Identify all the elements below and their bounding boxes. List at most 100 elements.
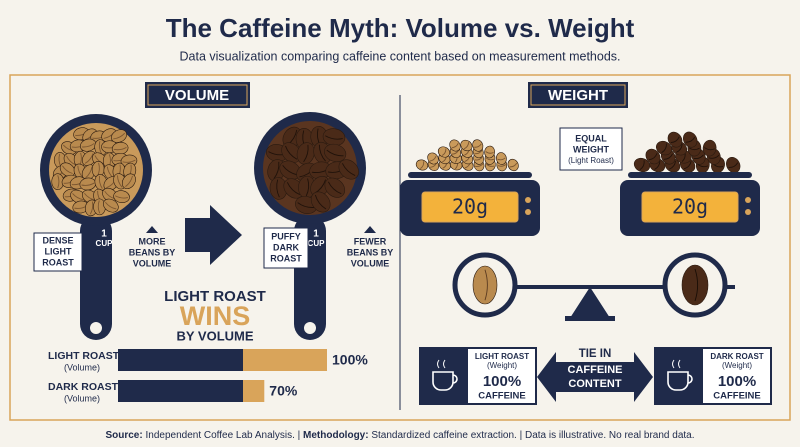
- scoop-handle: [80, 215, 112, 340]
- card-sub: (Weight): [487, 361, 517, 370]
- verdict: BY VOLUME: [176, 328, 253, 343]
- bean-crease: [474, 156, 483, 161]
- bean-body: [496, 152, 507, 165]
- bean-crease: [497, 157, 506, 161]
- verdict-emphasis: WINS: [180, 301, 251, 331]
- bean-crease: [497, 164, 507, 167]
- bean: [472, 265, 498, 305]
- bean-crease: [648, 153, 658, 161]
- bean-crease: [485, 157, 495, 161]
- bean-crease: [113, 146, 127, 151]
- bean-crease: [303, 144, 309, 163]
- footer: Source: Independent Coffee Lab Analysis.…: [105, 430, 694, 441]
- bar-base: [118, 349, 243, 371]
- steam: [437, 359, 446, 369]
- bean-crease: [676, 143, 683, 153]
- bean-crease: [663, 153, 673, 160]
- bean-crease: [84, 153, 94, 164]
- fulcrum-base: [565, 316, 615, 321]
- note-pointer: [146, 226, 158, 233]
- bean: [111, 129, 127, 143]
- bean-crease: [84, 192, 96, 201]
- bean: [338, 159, 359, 180]
- bean: [496, 152, 507, 165]
- bean-body: [633, 157, 651, 173]
- note: EQUAL: [575, 133, 607, 143]
- scale-button: [525, 197, 531, 203]
- note-pointer: [364, 226, 376, 233]
- bean-crease: [318, 144, 326, 162]
- bean: [121, 173, 136, 190]
- bean: [484, 145, 495, 159]
- bean-crease: [484, 269, 488, 301]
- bean-body: [460, 139, 473, 152]
- steam: [672, 359, 681, 369]
- bean-crease: [688, 147, 700, 151]
- beans: [415, 139, 519, 172]
- bar-base: [118, 380, 243, 402]
- bean-crease: [669, 160, 676, 170]
- bean: [415, 159, 429, 171]
- bean-crease: [654, 160, 661, 170]
- bean-crease: [125, 175, 133, 187]
- scale-reading: 20g: [672, 195, 708, 219]
- footer-text: Independent Coffee Lab Analysis. |: [145, 430, 300, 441]
- bean: [507, 158, 519, 172]
- bean: [667, 131, 683, 148]
- tie-label: CONTENT: [568, 378, 621, 390]
- bean-crease: [325, 135, 343, 140]
- bean-crease: [463, 142, 470, 150]
- scoop-unit: CUP: [96, 239, 114, 248]
- beans: [51, 127, 138, 217]
- bean-crease: [305, 178, 310, 197]
- bean-crease: [72, 193, 84, 201]
- bean-crease: [708, 155, 720, 159]
- scoop-hole: [304, 322, 316, 334]
- bean-body: [437, 146, 451, 158]
- bean-crease: [670, 136, 680, 144]
- arrow: [185, 205, 242, 265]
- note: ROAST: [42, 257, 74, 267]
- bean-crease: [341, 163, 356, 176]
- bean-crease: [474, 150, 483, 155]
- bean-crease: [486, 163, 495, 167]
- bean: [93, 198, 106, 216]
- bean-crease: [276, 179, 280, 198]
- bean: [296, 142, 315, 165]
- beans: [633, 131, 741, 174]
- note: MORE: [139, 236, 166, 246]
- bean-body: [113, 190, 130, 204]
- cup-icon: [667, 371, 693, 391]
- card-label: CAFFEINE: [713, 391, 761, 402]
- note: BEANS BY: [347, 247, 394, 257]
- bar-label: DARK ROAST: [48, 381, 119, 393]
- bean-body: [472, 265, 498, 305]
- bean: [324, 143, 347, 163]
- bean: [59, 162, 76, 177]
- note: VOLUME: [351, 258, 390, 268]
- bean-crease: [122, 159, 136, 163]
- bean-crease: [661, 143, 667, 154]
- scoop-number: 1: [101, 229, 107, 240]
- bean: [427, 152, 439, 165]
- note: WEIGHT: [573, 144, 609, 154]
- bean: [656, 140, 672, 156]
- banner-border: [147, 84, 248, 106]
- bean: [702, 139, 717, 157]
- card-value: 100%: [718, 373, 756, 390]
- scale-button: [745, 197, 751, 203]
- bean-crease: [98, 141, 103, 155]
- section-heading: VOLUME: [165, 87, 229, 104]
- bean-crease: [117, 175, 123, 188]
- bean-crease: [114, 195, 128, 199]
- bean-crease: [509, 162, 518, 168]
- bean-crease: [62, 165, 73, 174]
- frame: [9, 74, 791, 421]
- bean-crease: [728, 162, 739, 168]
- card-icon-bg: [655, 348, 703, 404]
- cup-icon: [432, 371, 458, 391]
- bean-crease: [485, 151, 494, 154]
- note: DARK: [273, 242, 299, 252]
- bean-body: [111, 129, 127, 143]
